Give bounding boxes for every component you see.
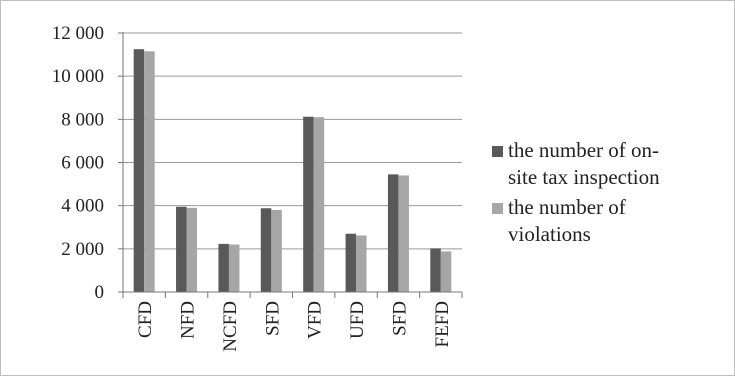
legend-label: site tax inspection <box>508 165 660 189</box>
bar <box>398 175 409 292</box>
gridlines <box>123 32 462 250</box>
legend-swatch <box>492 203 503 214</box>
y-tick-label: 6 000 <box>61 153 104 174</box>
y-tick-labels: 0 2 000 4 000 6 000 8 000 10 000 12 000 <box>52 23 104 303</box>
bar <box>133 49 145 292</box>
bar <box>186 207 198 292</box>
legend-label: the number of on- <box>508 138 659 162</box>
legend-label: violations <box>508 222 591 246</box>
bar <box>303 116 314 292</box>
y-tick-label: 4 000 <box>61 196 104 217</box>
bar <box>260 208 272 292</box>
bar <box>356 235 367 292</box>
x-tick-label: VFD <box>305 301 326 339</box>
bar <box>176 206 187 292</box>
bar <box>440 251 452 292</box>
bar <box>144 51 155 293</box>
legend-label: the number of <box>508 195 626 219</box>
bar <box>345 233 357 292</box>
y-tick-label: 2 000 <box>61 239 104 260</box>
x-tick-label: FEFD <box>432 301 453 347</box>
bars <box>133 49 452 293</box>
legend-swatch <box>492 146 503 157</box>
bar <box>228 244 240 292</box>
bar <box>387 174 399 292</box>
bar <box>218 243 229 292</box>
x-tick-label: SFD <box>389 301 410 336</box>
bar <box>271 209 282 292</box>
x-tick-label: NCFD <box>220 301 241 352</box>
y-tick-label: 8 000 <box>61 109 104 130</box>
y-tick-label: 0 <box>95 282 105 303</box>
x-tick-label: UFD <box>347 301 368 339</box>
bar <box>313 117 325 292</box>
bar <box>430 248 441 292</box>
x-tick-label: NFD <box>178 301 199 339</box>
legend: the number of on-site tax inspection the … <box>492 138 660 246</box>
x-tick-labels: CFD NFD NCFD SFD VFD UFD SFD FEFD <box>135 301 453 352</box>
x-tick-label: SFD <box>262 301 283 336</box>
y-tick-label: 10 000 <box>52 66 104 87</box>
y-tick-label: 12 000 <box>52 23 104 44</box>
x-tick-label: CFD <box>135 301 156 338</box>
axes <box>118 32 463 298</box>
